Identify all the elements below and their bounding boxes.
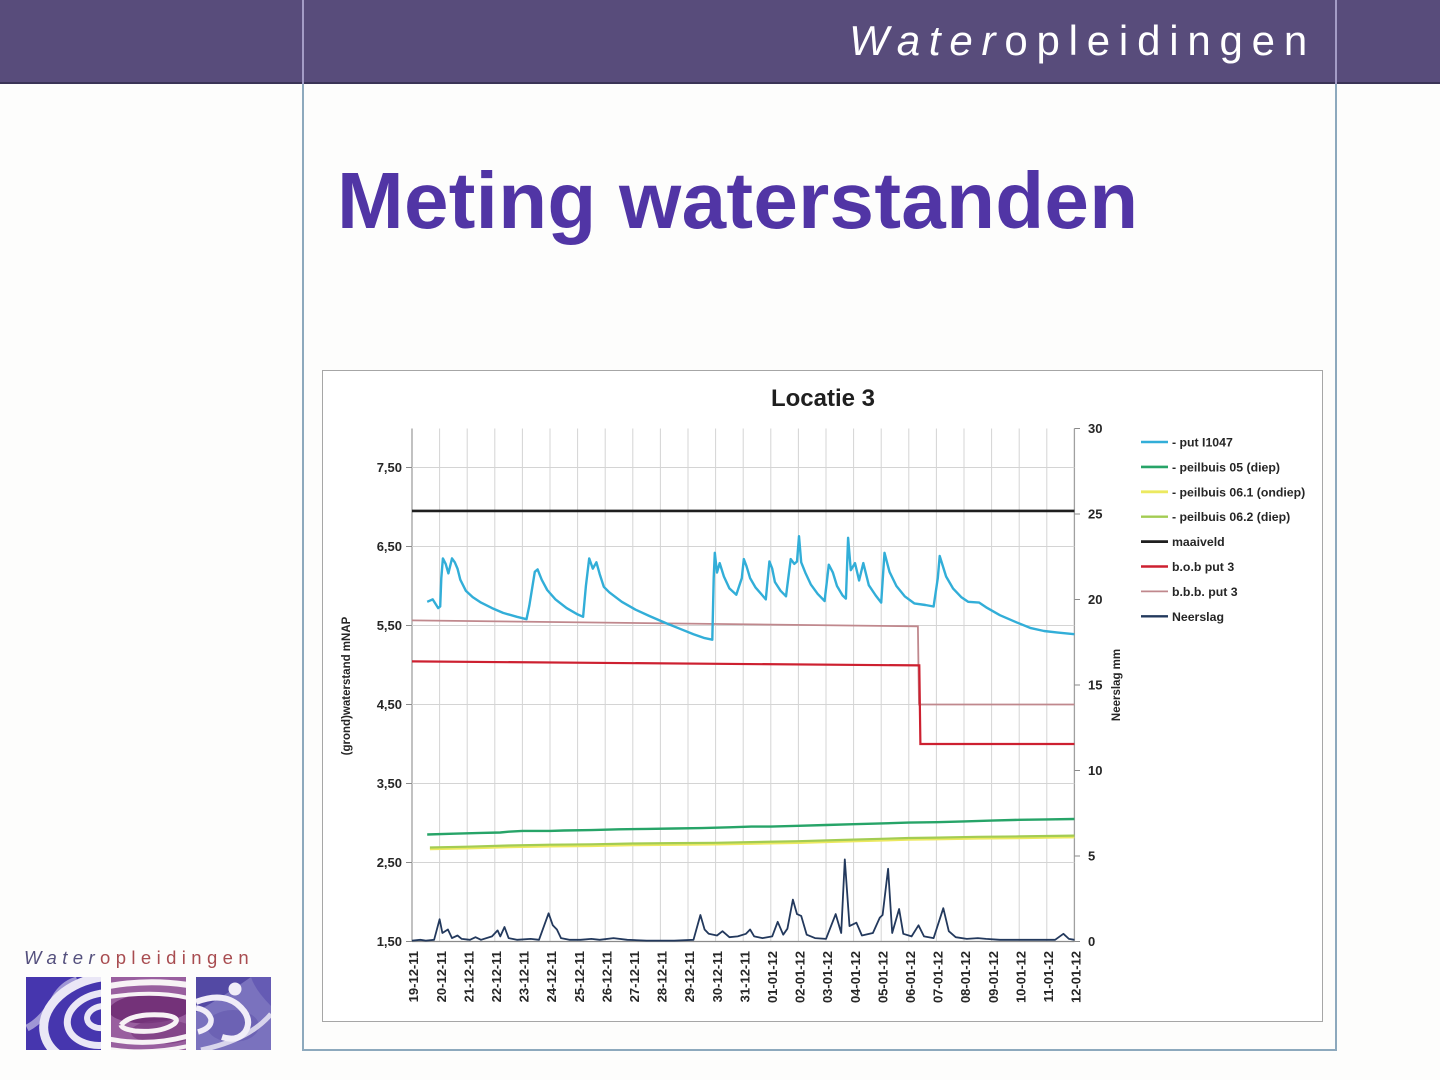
svg-text:29-12-11: 29-12-11: [682, 951, 697, 1002]
svg-text:26-12-11: 26-12-11: [599, 951, 614, 1002]
svg-text:- peilbuis 05 (diep): - peilbuis 05 (diep): [1172, 460, 1280, 474]
svg-text:15: 15: [1088, 678, 1102, 693]
svg-text:09-01-12: 09-01-12: [986, 951, 1001, 1003]
svg-text:7,50: 7,50: [377, 460, 402, 475]
svg-text:Neerslag mm: Neerslag mm: [1111, 649, 1123, 721]
svg-text:0: 0: [1088, 934, 1095, 949]
svg-text:b.o.b put 3: b.o.b put 3: [1172, 560, 1234, 574]
svg-text:07-01-12: 07-01-12: [931, 951, 946, 1003]
svg-text:03-01-12: 03-01-12: [820, 951, 835, 1003]
svg-text:2,50: 2,50: [377, 855, 402, 870]
svg-text:12-01-12: 12-01-12: [1069, 951, 1084, 1003]
svg-text:- peilbuis 06.1 (ondiep): - peilbuis 06.1 (ondiep): [1172, 485, 1305, 499]
svg-text:20-12-11: 20-12-11: [434, 951, 449, 1002]
svg-text:31-12-11: 31-12-11: [737, 951, 752, 1002]
svg-text:11-01-12: 11-01-12: [1041, 951, 1056, 1002]
svg-text:08-01-12: 08-01-12: [958, 951, 973, 1003]
svg-text:4,50: 4,50: [377, 697, 402, 712]
svg-text:21-12-11: 21-12-11: [461, 951, 476, 1002]
svg-text:- put I1047: - put I1047: [1172, 436, 1233, 450]
svg-text:22-12-11: 22-12-11: [489, 951, 504, 1002]
svg-text:b.b.b. put 3: b.b.b. put 3: [1172, 585, 1238, 599]
svg-text:02-01-12: 02-01-12: [793, 951, 808, 1003]
svg-text:06-01-12: 06-01-12: [903, 951, 918, 1003]
svg-text:30: 30: [1088, 421, 1102, 436]
svg-text:10: 10: [1088, 763, 1102, 778]
svg-text:19-12-11: 19-12-11: [406, 951, 421, 1002]
svg-text:Neerslag: Neerslag: [1172, 610, 1224, 624]
svg-text:3,50: 3,50: [377, 776, 402, 791]
svg-text:6,50: 6,50: [377, 539, 402, 554]
svg-text:Locatie 3: Locatie 3: [771, 385, 875, 412]
svg-text:5: 5: [1088, 849, 1095, 864]
svg-text:5,50: 5,50: [377, 618, 402, 633]
svg-text:25-12-11: 25-12-11: [572, 951, 587, 1002]
svg-text:30-12-11: 30-12-11: [710, 951, 725, 1002]
svg-text:maaiveld: maaiveld: [1172, 535, 1225, 549]
svg-text:10-01-12: 10-01-12: [1013, 951, 1028, 1003]
svg-text:05-01-12: 05-01-12: [875, 951, 890, 1003]
svg-text:24-12-11: 24-12-11: [544, 951, 559, 1002]
svg-text:1,50: 1,50: [377, 934, 402, 949]
svg-text:27-12-11: 27-12-11: [627, 951, 642, 1002]
svg-text:- peilbuis 06.2 (diep): - peilbuis 06.2 (diep): [1172, 510, 1290, 524]
svg-text:04-01-12: 04-01-12: [848, 951, 863, 1003]
svg-text:20: 20: [1088, 592, 1102, 607]
svg-text:23-12-11: 23-12-11: [517, 951, 532, 1002]
svg-text:28-12-11: 28-12-11: [655, 951, 670, 1002]
svg-text:25: 25: [1088, 507, 1102, 522]
svg-text:(grond)waterstand mNAP: (grond)waterstand mNAP: [341, 616, 353, 755]
svg-text:01-01-12: 01-01-12: [765, 951, 780, 1003]
